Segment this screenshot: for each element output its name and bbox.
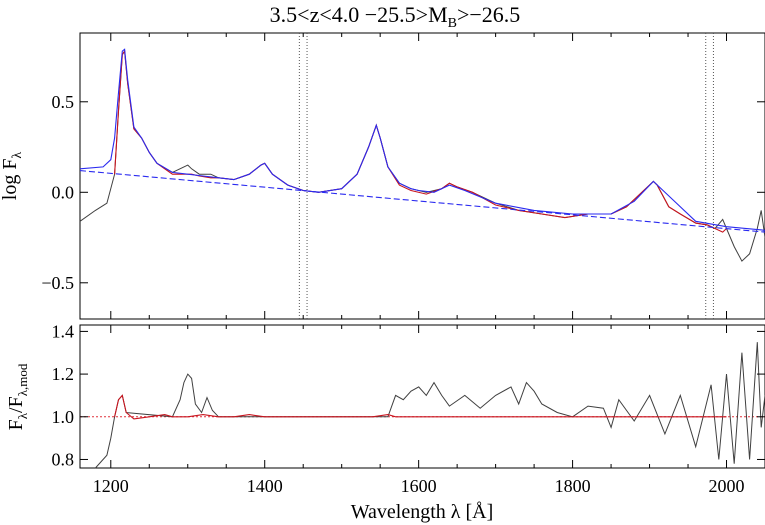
top-model-line: [79, 48, 765, 231]
bottom-y-tick-label: 1.0: [52, 407, 75, 427]
top-continuum-line: [79, 170, 765, 233]
top-panel: −0.5 0.0 0.5 3.5<z<4.0 −25.5>MB>−26.5 log …: [0, 2, 765, 320]
bottom-panel: 1200 1400 1600 1800 2000 0.8 1.0 1.2 1.4 Fλ/Fλ,m…: [5, 321, 765, 523]
bottom-x-tick-label: 1800: [555, 476, 591, 496]
bottom-y-tick-label: 1.4: [52, 321, 75, 341]
top-ylabel-sub: λ: [10, 152, 25, 159]
top-data-line: [79, 49, 765, 262]
bottom-ylabel-main: F: [5, 419, 27, 430]
top-y-axis-label: log Fλ: [0, 152, 25, 201]
bottom-x-tick-label: 1600: [401, 476, 437, 496]
bottom-axes: 1200 1400 1600 1800 2000 0.8 1.0 1.2 1.4: [52, 321, 765, 496]
bottom-x-tick-label: 1200: [93, 476, 129, 496]
chart-title: 3.5<z<4.0 −25.5>MB>−26.5: [270, 2, 521, 31]
top-plot-frame: [79, 32, 765, 320]
bottom-y-tick-label: 1.2: [52, 364, 75, 384]
bottom-ylabel-mid: /F: [5, 396, 27, 413]
top-axes: −0.5 0.0 0.5: [41, 33, 765, 319]
bottom-series-group: [95, 342, 765, 469]
bottom-ylabel-sub2: λ,mod: [15, 363, 30, 396]
top-y-tick-label: 0.0: [52, 182, 75, 202]
top-ylabel-main: log F: [0, 159, 21, 201]
top-series-group: [79, 48, 765, 262]
bottom-fit-line: [114, 394, 727, 420]
bottom-y-tick-label: 0.8: [52, 449, 75, 469]
top-y-tick-label: 0.5: [52, 92, 75, 112]
chart-title-tail: >−26.5: [457, 2, 520, 27]
x-axis-label: Wavelength λ [Å]: [351, 501, 493, 523]
bottom-y-axis-label: Fλ/Fλ,mod: [5, 363, 30, 430]
bottom-x-tick-label: 1400: [247, 476, 283, 496]
bottom-ylabel-sub: λ: [15, 412, 30, 419]
marker-lines: [298, 33, 714, 319]
bottom-data-line: [95, 342, 765, 469]
chart-title-main: 3.5<z<4.0 −25.5>M: [270, 2, 448, 27]
bottom-plot-frame: [79, 324, 765, 469]
top-fit-line: [114, 49, 727, 233]
bottom-x-tick-label: 2000: [709, 476, 745, 496]
chart-title-subscript: B: [448, 16, 457, 31]
top-y-tick-label: −0.5: [41, 273, 74, 293]
